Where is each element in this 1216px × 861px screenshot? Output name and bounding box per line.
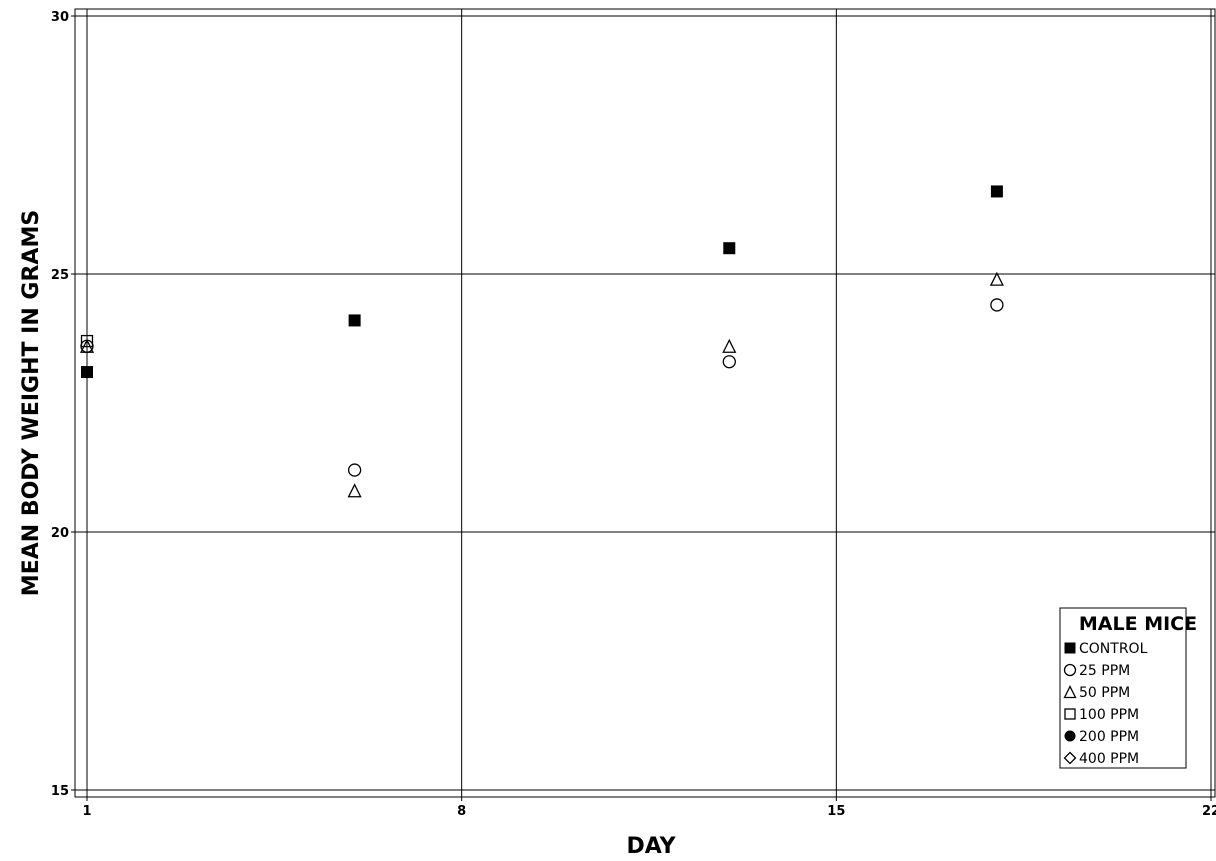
point-25-ppm	[722, 355, 736, 369]
legend-marker-50-ppm	[1063, 685, 1077, 699]
x-tick-label: 8	[457, 804, 466, 819]
x-tick-label: 1	[82, 804, 91, 819]
plot-area	[74, 8, 1216, 798]
y-tick-label: 15	[51, 784, 69, 799]
point-control	[81, 366, 93, 379]
legend-label-100-ppm: 100 PPM	[1079, 707, 1139, 723]
legend-label-200-ppm: 200 PPM	[1079, 729, 1139, 745]
point-25-ppm	[990, 298, 1004, 312]
legend: MALE MICE CONTROL 25 PPM 50 PPM 100 PPM 200 …	[1059, 607, 1197, 769]
legend-marker-100-ppm	[1064, 708, 1076, 720]
x-tick-label: 15	[827, 804, 845, 819]
y-tick-label: 30	[51, 10, 69, 25]
legend-marker-400-ppm	[1063, 751, 1077, 765]
legend-label-400-ppm: 400 PPM	[1079, 751, 1139, 767]
legend-label-50-ppm: 50 PPM	[1079, 685, 1130, 701]
point-control	[348, 314, 361, 327]
point-50-ppm	[347, 483, 362, 498]
y-axis-label: MEAN BODY WEIGHT IN GRAMS	[19, 210, 44, 596]
grid-lines	[75, 9, 1215, 797]
legend-marker-25-ppm	[1063, 663, 1077, 677]
point-25-ppm	[347, 463, 362, 477]
y-tick-label: 25	[51, 268, 69, 283]
legend-marker-control	[1064, 642, 1076, 654]
legend-marker-200-ppm	[1064, 730, 1076, 742]
legend-title: MALE MICE	[1079, 613, 1197, 635]
x-tick-label: 22	[1202, 804, 1216, 819]
axis-ticks: 1 8 15 22 15 20 25 30	[51, 10, 1216, 819]
point-100-ppm	[80, 334, 94, 348]
legend-label-25-ppm: 25 PPM	[1079, 663, 1130, 679]
legend-label-control: CONTROL	[1079, 641, 1148, 657]
point-control	[990, 185, 1003, 198]
data-points	[79, 185, 1004, 498]
legend-box	[1059, 607, 1187, 769]
point-control	[723, 242, 736, 255]
x-axis-label: DAY	[626, 834, 676, 859]
point-50-ppm	[722, 338, 737, 353]
point-50-ppm	[989, 271, 1004, 286]
y-tick-label: 20	[51, 526, 69, 541]
